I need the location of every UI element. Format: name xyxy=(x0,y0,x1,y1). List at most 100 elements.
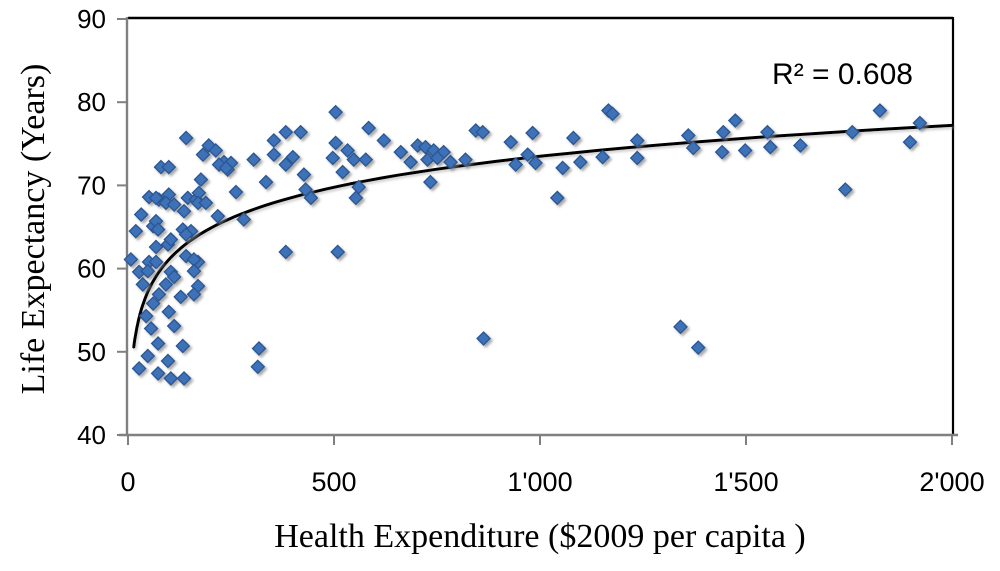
data-point xyxy=(285,149,301,165)
y-tick-label: 80 xyxy=(77,87,106,117)
data-point xyxy=(161,159,177,175)
data-point xyxy=(476,331,491,346)
x-tick-label: 500 xyxy=(311,467,356,497)
data-point xyxy=(844,124,860,140)
data-point xyxy=(160,353,176,369)
y-axis-title: Life Expectancy (Years) xyxy=(15,63,52,395)
data-point xyxy=(555,160,571,176)
y-tick-label: 50 xyxy=(77,337,106,367)
data-point xyxy=(520,147,536,163)
data-point xyxy=(250,359,266,375)
data-points xyxy=(123,103,928,386)
data-point xyxy=(166,269,182,285)
data-point xyxy=(145,296,161,311)
y-tick-label: 60 xyxy=(77,254,106,284)
data-point xyxy=(673,319,688,335)
data-point xyxy=(198,195,214,211)
data-point xyxy=(186,286,202,302)
data-point xyxy=(150,366,166,381)
data-point xyxy=(210,208,226,224)
data-point xyxy=(173,289,189,305)
x-tick-label: 1'500 xyxy=(713,467,778,497)
data-point xyxy=(872,103,888,118)
data-point xyxy=(727,113,743,128)
data-point xyxy=(218,160,234,176)
data-point xyxy=(690,340,706,356)
data-point xyxy=(246,152,262,168)
data-point xyxy=(135,276,151,292)
data-point xyxy=(148,254,164,270)
data-point xyxy=(358,152,374,168)
data-point xyxy=(150,336,166,351)
data-point xyxy=(228,184,244,200)
data-point xyxy=(128,223,144,239)
data-point xyxy=(328,104,344,120)
data-point xyxy=(166,318,182,334)
data-point xyxy=(762,139,778,155)
data-point xyxy=(325,150,341,166)
data-point xyxy=(348,190,364,206)
data-point xyxy=(158,276,174,292)
x-tick-label: 0 xyxy=(120,467,135,497)
y-tick-label: 70 xyxy=(77,170,106,200)
data-point xyxy=(266,133,282,148)
data-point xyxy=(680,128,696,143)
data-point xyxy=(178,227,194,242)
trendline xyxy=(132,123,954,349)
data-point xyxy=(208,143,224,158)
data-point xyxy=(278,244,294,260)
data-point xyxy=(258,174,274,190)
data-point xyxy=(266,147,282,163)
data-point xyxy=(328,135,344,151)
data-point xyxy=(138,308,154,324)
data-point xyxy=(140,348,156,364)
data-point xyxy=(837,182,853,197)
data-point xyxy=(236,212,252,227)
data-point xyxy=(629,133,645,148)
data-point xyxy=(296,167,312,183)
data-point xyxy=(525,125,541,141)
x-tick-label: 2'000 xyxy=(919,467,984,497)
data-point xyxy=(278,124,294,140)
data-point xyxy=(293,124,309,140)
data-point xyxy=(178,130,194,146)
r-squared-annotation: R² = 0.608 xyxy=(772,58,913,91)
data-point xyxy=(902,134,918,150)
data-point xyxy=(792,138,808,153)
data-point xyxy=(340,143,356,158)
data-point xyxy=(131,361,147,376)
data-point xyxy=(595,149,611,165)
data-point xyxy=(193,172,209,187)
data-point xyxy=(376,133,392,148)
data-point xyxy=(458,152,473,168)
data-point xyxy=(133,207,149,222)
data-point xyxy=(714,144,730,160)
data-point xyxy=(508,157,524,173)
data-point xyxy=(912,115,928,131)
data-point xyxy=(148,239,164,255)
data-point xyxy=(429,150,445,166)
data-point xyxy=(303,190,319,206)
data-point xyxy=(361,120,377,136)
data-point xyxy=(403,154,419,170)
data-point xyxy=(163,371,179,386)
data-point xyxy=(443,154,459,170)
data-point xyxy=(760,124,775,140)
data-point xyxy=(175,338,191,354)
data-point xyxy=(163,232,179,247)
data-point xyxy=(605,106,620,122)
x-axis-title: Health Expenditure ($2009 per capita ) xyxy=(274,518,806,555)
data-point xyxy=(330,244,346,260)
data-point xyxy=(176,203,192,219)
data-point xyxy=(549,190,565,206)
x-tick-label: 1'000 xyxy=(507,467,572,497)
data-point xyxy=(251,341,267,356)
data-point xyxy=(166,197,182,212)
data-point xyxy=(475,124,491,140)
data-point xyxy=(503,134,519,150)
y-tick-label: 90 xyxy=(77,4,106,34)
data-point xyxy=(150,222,166,237)
data-point xyxy=(161,304,177,320)
data-point xyxy=(148,190,164,206)
